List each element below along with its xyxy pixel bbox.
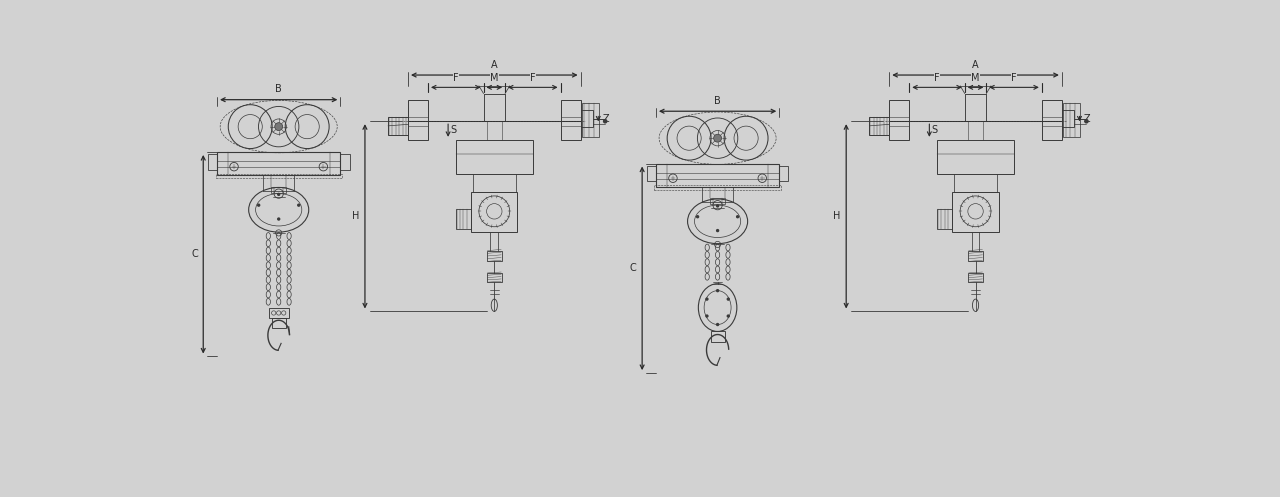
Circle shape bbox=[716, 229, 719, 232]
Circle shape bbox=[727, 315, 730, 318]
Text: F: F bbox=[453, 73, 458, 83]
Circle shape bbox=[696, 215, 699, 218]
Bar bbox=[561, 100, 581, 140]
Bar bbox=[486, 273, 502, 282]
Bar bbox=[215, 173, 342, 178]
Bar bbox=[710, 198, 726, 204]
Bar bbox=[581, 110, 593, 127]
Bar bbox=[456, 140, 532, 173]
Bar bbox=[456, 209, 471, 229]
Circle shape bbox=[1084, 119, 1089, 124]
Bar bbox=[269, 308, 289, 319]
Bar bbox=[657, 164, 780, 187]
Text: S: S bbox=[451, 125, 457, 136]
Bar bbox=[710, 331, 724, 342]
Bar bbox=[952, 192, 998, 232]
Bar bbox=[218, 152, 340, 175]
Bar bbox=[582, 103, 599, 137]
Text: C: C bbox=[630, 263, 636, 273]
Text: A: A bbox=[973, 60, 979, 70]
Circle shape bbox=[276, 193, 280, 196]
Bar bbox=[937, 140, 1014, 173]
Circle shape bbox=[276, 217, 280, 221]
Text: H: H bbox=[833, 211, 841, 221]
Circle shape bbox=[716, 204, 719, 208]
Text: S: S bbox=[932, 125, 938, 136]
Bar bbox=[486, 250, 502, 261]
Text: B: B bbox=[275, 84, 282, 94]
Circle shape bbox=[727, 297, 730, 301]
Bar bbox=[937, 209, 952, 229]
Bar bbox=[471, 192, 517, 232]
Circle shape bbox=[716, 323, 719, 326]
Text: B: B bbox=[714, 96, 721, 106]
Bar bbox=[340, 155, 349, 170]
Circle shape bbox=[603, 119, 608, 124]
Text: F: F bbox=[1011, 73, 1016, 83]
Bar bbox=[646, 166, 657, 181]
Circle shape bbox=[705, 297, 709, 301]
Circle shape bbox=[705, 315, 709, 318]
Bar bbox=[271, 187, 287, 193]
Bar bbox=[968, 250, 983, 261]
Text: M: M bbox=[972, 73, 979, 83]
Bar bbox=[1062, 110, 1074, 127]
Bar bbox=[968, 273, 983, 282]
Circle shape bbox=[716, 289, 719, 292]
Bar bbox=[1042, 100, 1062, 140]
Bar bbox=[271, 319, 285, 328]
Bar bbox=[207, 155, 218, 170]
Bar bbox=[1064, 103, 1080, 137]
Text: F: F bbox=[934, 73, 940, 83]
Circle shape bbox=[714, 134, 722, 142]
Text: M: M bbox=[490, 73, 498, 83]
Text: F: F bbox=[530, 73, 535, 83]
Text: C: C bbox=[191, 249, 198, 259]
Bar bbox=[869, 117, 890, 135]
Circle shape bbox=[257, 203, 260, 207]
Bar bbox=[780, 166, 788, 181]
Circle shape bbox=[736, 215, 740, 218]
Circle shape bbox=[297, 203, 301, 207]
Text: Z: Z bbox=[1084, 114, 1091, 124]
Bar bbox=[654, 185, 781, 190]
Bar bbox=[408, 100, 428, 140]
Text: H: H bbox=[352, 211, 360, 221]
Text: Z: Z bbox=[603, 114, 609, 124]
Bar bbox=[890, 100, 909, 140]
Circle shape bbox=[275, 123, 283, 131]
Bar bbox=[388, 117, 408, 135]
Text: A: A bbox=[492, 60, 498, 70]
